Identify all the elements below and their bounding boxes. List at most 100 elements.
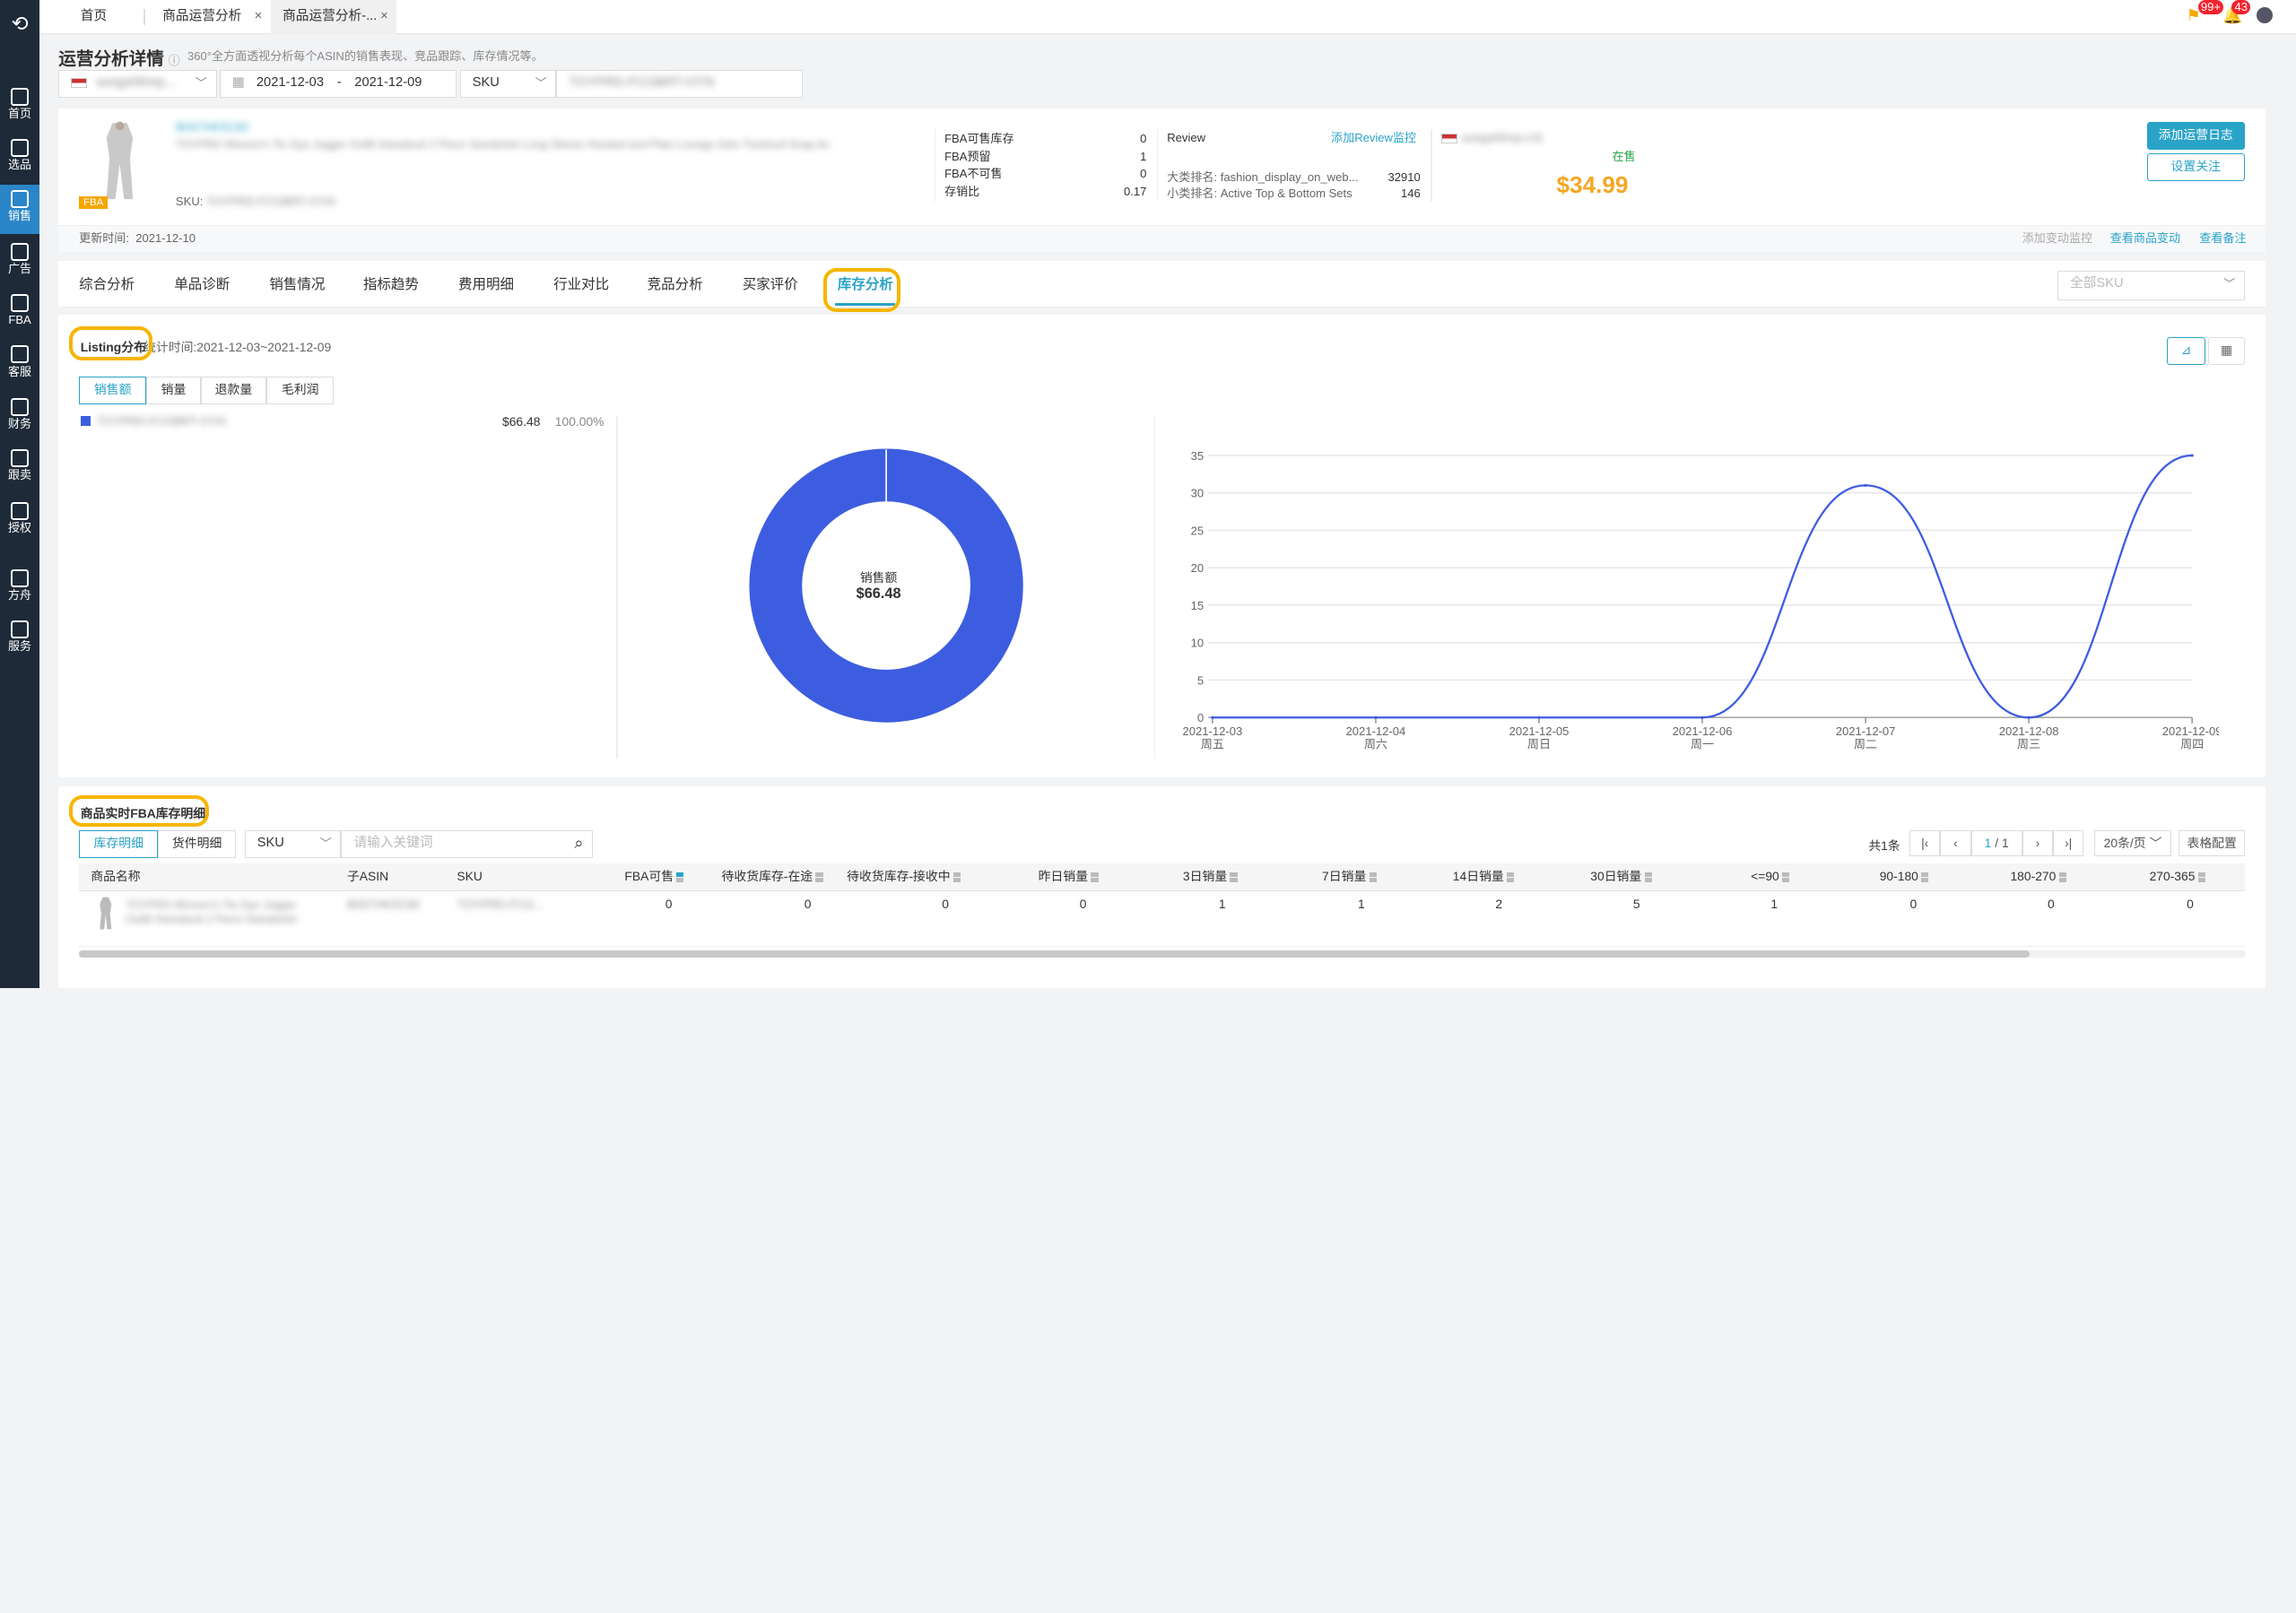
col-11[interactable]: <=90 (1751, 868, 1790, 886)
sku-input[interactable]: TOYPRD-FCGBRT-OYN (556, 70, 803, 99)
prev-page-button[interactable]: ‹ (1940, 829, 1971, 857)
col-3[interactable]: FBA可售 (624, 868, 684, 886)
page-indicator[interactable]: 1 / 1 (1970, 829, 2022, 857)
tab-industry[interactable]: 行业对比 (553, 276, 610, 292)
search-icon[interactable]: ⌕ (574, 833, 584, 852)
ark-icon (11, 569, 29, 587)
keyword-search-input[interactable]: 请输入关键词 ⌕ (341, 829, 594, 858)
next-page-button[interactable]: › (2022, 829, 2054, 857)
chart-view-icon[interactable]: ⊿ (2167, 336, 2205, 365)
sort-icon[interactable] (2058, 872, 2066, 883)
sort-icon[interactable] (1782, 872, 1790, 883)
col-7[interactable]: 3日销量 (1183, 868, 1238, 886)
info-icon[interactable]: ⓘ (168, 53, 180, 67)
sidebar-item-2[interactable]: 销售 (0, 184, 40, 235)
data-point[interactable] (1700, 715, 1704, 719)
table-view-icon[interactable]: ▦ (2208, 336, 2245, 365)
shop-select[interactable]: songshfmrp... ﹀ (58, 70, 217, 99)
sidebar-item-10[interactable]: 服务 (0, 615, 39, 665)
table-row[interactable] (79, 891, 2245, 948)
col-13[interactable]: 180-270 (2010, 868, 2066, 886)
sort-icon[interactable] (676, 872, 684, 883)
product-title[interactable]: TOYPRD Women's Tie Dye Jogger Outfit Swe… (175, 138, 831, 152)
avatar[interactable] (2256, 7, 2273, 24)
sort-icon[interactable] (1369, 872, 1377, 883)
col-5[interactable]: 待收货库存-接收中 (847, 868, 961, 886)
last-page-button[interactable]: ›| (2053, 829, 2084, 857)
add-review-monitor-link[interactable]: 添加Review监控 (1331, 130, 1417, 144)
page-size-select[interactable]: 20条/页 ﹀ (2093, 829, 2172, 857)
data-point[interactable] (1374, 715, 1378, 719)
sidebar-item-8[interactable]: 授权 (0, 496, 39, 546)
set-follow-button[interactable]: 设置关注 (2146, 153, 2245, 182)
product-image[interactable] (98, 120, 142, 202)
sort-icon[interactable] (2197, 872, 2205, 883)
close-icon[interactable]: × (380, 9, 388, 23)
sidebar-item-7[interactable]: 跟卖 (0, 444, 39, 494)
data-point[interactable] (2027, 715, 2031, 719)
tab-reviews[interactable]: 买家评价 (742, 276, 798, 292)
col-6[interactable]: 昨日销量 (1039, 868, 1099, 886)
tab-product-analysis-detail[interactable]: 商品运营分析-... × (271, 0, 397, 34)
tab-sales[interactable]: 销售情况 (269, 276, 326, 292)
sidebar-item-9[interactable]: 方舟 (0, 564, 39, 614)
col-8[interactable]: 7日销量 (1322, 868, 1377, 886)
date-range-picker[interactable]: ▦ 2021-12-03-2021-12-09 (219, 70, 457, 99)
col-9[interactable]: 14日销量 (1453, 868, 1515, 886)
data-point[interactable] (2190, 454, 2194, 457)
subtab-units[interactable]: 销量 (146, 376, 201, 404)
table-config-button[interactable]: 表格配置 (2179, 829, 2245, 857)
data-point[interactable] (1211, 715, 1214, 719)
sort-icon[interactable] (1921, 872, 1929, 883)
sidebar-item-3[interactable]: 广告 (0, 237, 39, 287)
col-14[interactable]: 270-365 (2150, 868, 2205, 886)
first-page-button[interactable]: |‹ (1909, 829, 1941, 857)
close-icon[interactable]: × (254, 9, 263, 23)
sort-icon[interactable] (1644, 872, 1652, 883)
add-change-monitor-link[interactable]: 添加变动监控 (2022, 231, 2093, 246)
data-point[interactable] (1537, 715, 1541, 719)
sort-icon[interactable] (1507, 872, 1515, 883)
flag-icon[interactable]: ⚑ (2186, 5, 2201, 24)
sidebar-item-4[interactable]: FBA (0, 289, 39, 339)
subtab-refunds[interactable]: 退款量 (200, 376, 267, 404)
subtab-inventory-detail[interactable]: 库存明细 (79, 829, 159, 858)
sidebar-item-1[interactable]: 选品 (0, 134, 39, 184)
product-asin-link[interactable]: B0S7HK5C60 (175, 119, 249, 134)
subtab-gross-profit[interactable]: 毛利润 (266, 376, 335, 404)
subtab-shipment-detail[interactable]: 货件明细 (158, 829, 236, 858)
tab-product-analysis[interactable]: 商品运营分析 × (151, 0, 271, 34)
view-changes-link[interactable]: 查看商品变动 (2109, 231, 2181, 246)
inventory-type-select[interactable]: SKU ﹀ (244, 829, 342, 858)
sort-icon[interactable] (1230, 872, 1238, 883)
sidebar-item-6[interactable]: 财务 (0, 393, 39, 443)
row-product-image[interactable] (97, 896, 115, 931)
sort-icon[interactable] (1091, 872, 1099, 883)
series-line[interactable] (1212, 454, 2193, 719)
logo-icon[interactable]: ⟲ (11, 12, 29, 36)
donut-chart[interactable] (747, 447, 1025, 724)
tab-trends[interactable]: 指标趋势 (362, 276, 419, 292)
horizontal-scrollbar-thumb[interactable] (79, 950, 2030, 958)
data-point[interactable] (1864, 483, 1867, 487)
sku-filter-select[interactable]: 全部SKU ﹀ (2057, 271, 2245, 300)
add-log-button[interactable]: 添加运营日志 (2146, 121, 2245, 150)
tab-competitors[interactable]: 竞品分析 (647, 276, 703, 292)
tab-overview[interactable]: 综合分析 (79, 276, 135, 292)
col-4[interactable]: 待收货库存-在途 (722, 868, 823, 886)
row-product-name[interactable]: TOYPRD Women's Tie Dye Jogger Outfit Swe… (126, 898, 297, 926)
tab-costs[interactable]: 费用明细 (458, 276, 515, 292)
sidebar-item-5[interactable]: 客服 (0, 340, 39, 390)
col-12[interactable]: 90-180 (1880, 868, 1929, 886)
tab-home[interactable]: 首页 (69, 0, 157, 34)
col-10[interactable]: 30日销量 (1590, 868, 1652, 886)
type-select[interactable]: SKU ﹀ (459, 70, 557, 99)
sort-icon[interactable] (815, 872, 823, 883)
sidebar-item-0[interactable]: 首页 (0, 82, 39, 132)
tab-diagnosis[interactable]: 单品诊断 (174, 276, 230, 292)
view-notes-link[interactable]: 查看备注 (2199, 231, 2247, 246)
sort-icon[interactable] (952, 872, 961, 883)
tab-inventory[interactable]: 库存分析 (837, 276, 893, 292)
subtab-sales-amount[interactable]: 销售额 (79, 376, 147, 404)
